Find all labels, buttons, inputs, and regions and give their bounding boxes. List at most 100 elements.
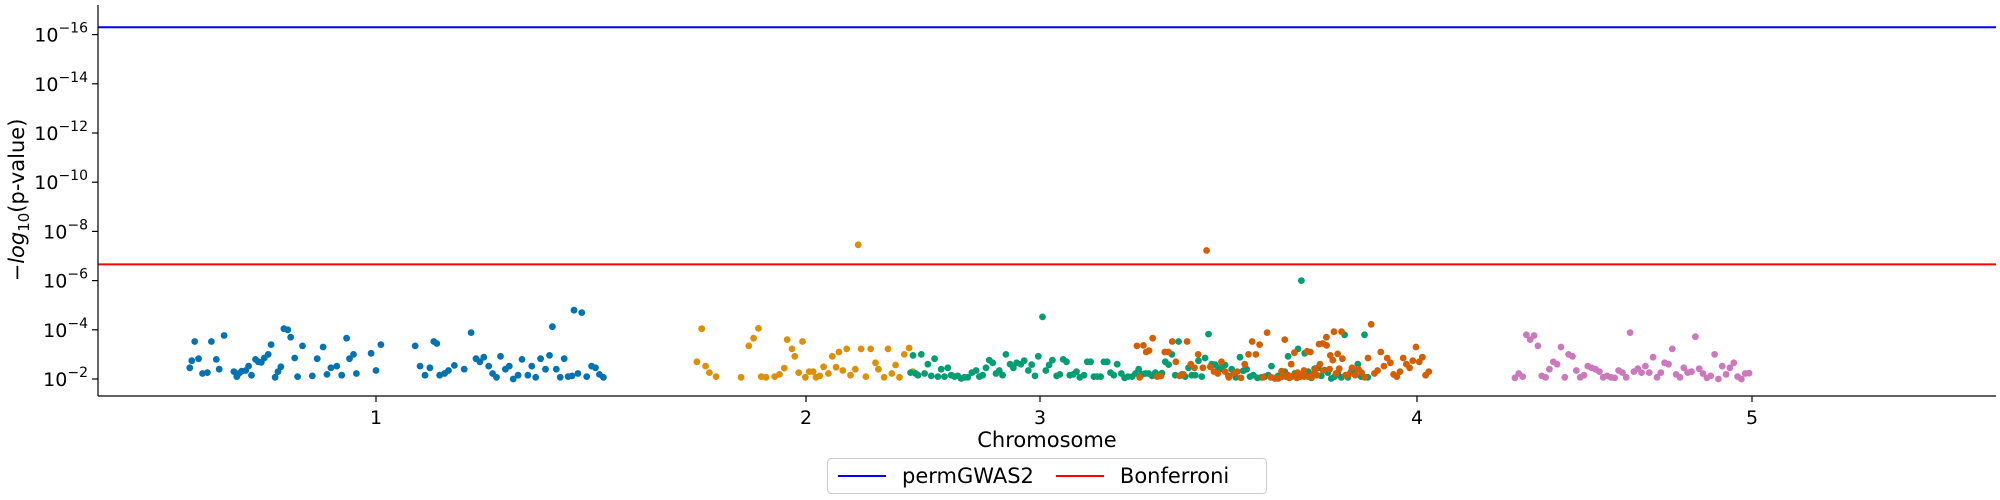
snp-point [809, 368, 817, 375]
snp-point [1031, 372, 1039, 380]
snp-point [1419, 353, 1426, 361]
snp-point [896, 373, 903, 381]
snp-point [1383, 354, 1391, 362]
snp-point [828, 352, 836, 360]
snp-point [287, 333, 295, 341]
snp-point [1199, 364, 1207, 372]
snp-point [1284, 371, 1292, 379]
snp-point [1374, 367, 1381, 374]
snp-point [1281, 336, 1289, 343]
snp-point [1542, 373, 1549, 381]
snp-point [1024, 367, 1032, 374]
snp-point [820, 363, 827, 371]
snp-point [1580, 371, 1588, 379]
snp-point [1561, 373, 1569, 381]
snp-point [294, 373, 301, 380]
snp-point [1259, 373, 1267, 381]
snp-point [712, 373, 720, 380]
snp-point [1263, 329, 1271, 336]
snp-point [964, 373, 972, 381]
snp-point [1367, 320, 1375, 328]
snp-point [1073, 368, 1080, 375]
snp-point [267, 341, 275, 348]
snp-point [1330, 328, 1338, 336]
snp-point [737, 373, 745, 381]
snp-point [1198, 373, 1206, 380]
snp-point [995, 367, 1003, 374]
snp-point [1425, 368, 1433, 375]
snp-point [1730, 359, 1738, 367]
snp-point [1206, 363, 1214, 371]
legend-line-permgwas2 [838, 475, 886, 477]
snp-point [1080, 371, 1088, 379]
y-axis-ticks: 10−2 10−4 10−6 10−8 10−10 10−12 10−14 10−16 [34, 21, 98, 391]
snp-point [1622, 373, 1630, 381]
snp-point [367, 349, 375, 357]
snp-point [1039, 313, 1046, 321]
snp-point [574, 370, 582, 377]
snp-point [1087, 358, 1094, 366]
snp-point [1237, 374, 1245, 382]
snp-point [353, 370, 360, 377]
snp-point [1351, 371, 1359, 379]
snp-point [762, 373, 770, 381]
snp-point [1225, 373, 1233, 381]
snp-point [1668, 345, 1676, 353]
snp-point [1010, 364, 1017, 372]
legend-item-permgwas2: permGWAS2 [838, 464, 1034, 488]
x-tick-label: 2 [800, 407, 812, 429]
snp-point [518, 356, 526, 363]
y-tick-label: 10−12 [34, 119, 88, 145]
snp-point [1175, 338, 1182, 345]
snp-point [1361, 373, 1369, 381]
snp-point [755, 325, 762, 332]
snp-point [979, 371, 987, 379]
snp-point [377, 341, 385, 348]
snp-point [1364, 354, 1372, 362]
snp-point [788, 345, 796, 353]
snp-point [333, 362, 341, 370]
snp-point [291, 354, 299, 362]
snp-point [1396, 368, 1404, 375]
snp-point [1284, 352, 1292, 360]
snp-point [1316, 360, 1324, 368]
snp-point [982, 364, 990, 372]
snp-point [1332, 370, 1340, 377]
snp-point [528, 362, 536, 370]
snp-point [1546, 365, 1553, 373]
snp-point [1726, 364, 1734, 372]
snp-point [1020, 357, 1028, 365]
x-tick-label: 4 [1411, 407, 1423, 429]
snp-point [1519, 373, 1526, 380]
snp-point [1511, 374, 1519, 382]
snp-point [1523, 331, 1530, 339]
snp-point [560, 355, 568, 363]
legend-label-permgwas2: permGWAS2 [902, 464, 1034, 488]
snp-point [999, 371, 1006, 379]
snp-point [1236, 353, 1244, 361]
snp-point [931, 355, 938, 363]
snp-point [1638, 369, 1645, 376]
snp-point [1569, 352, 1576, 360]
snp-point [313, 355, 321, 363]
snp-point [1252, 351, 1260, 358]
snp-point [1339, 355, 1346, 363]
snp-point [1157, 372, 1165, 380]
snp-point [1110, 371, 1118, 379]
snp-point [277, 363, 285, 371]
snp-point [1619, 369, 1626, 376]
snp-point [308, 372, 316, 380]
snp-point [1133, 342, 1141, 350]
snp-point [816, 372, 824, 380]
snp-point [783, 336, 791, 343]
y-tick-label: 10−6 [43, 267, 88, 293]
snp-point [888, 370, 896, 377]
snp-point [1256, 341, 1263, 348]
snp-point [791, 352, 799, 360]
snp-point [875, 365, 882, 373]
snp-point [1313, 371, 1321, 379]
snp-point [1399, 354, 1407, 362]
snp-point [204, 369, 211, 376]
snp-point [1387, 359, 1394, 367]
snp-point [509, 375, 517, 383]
